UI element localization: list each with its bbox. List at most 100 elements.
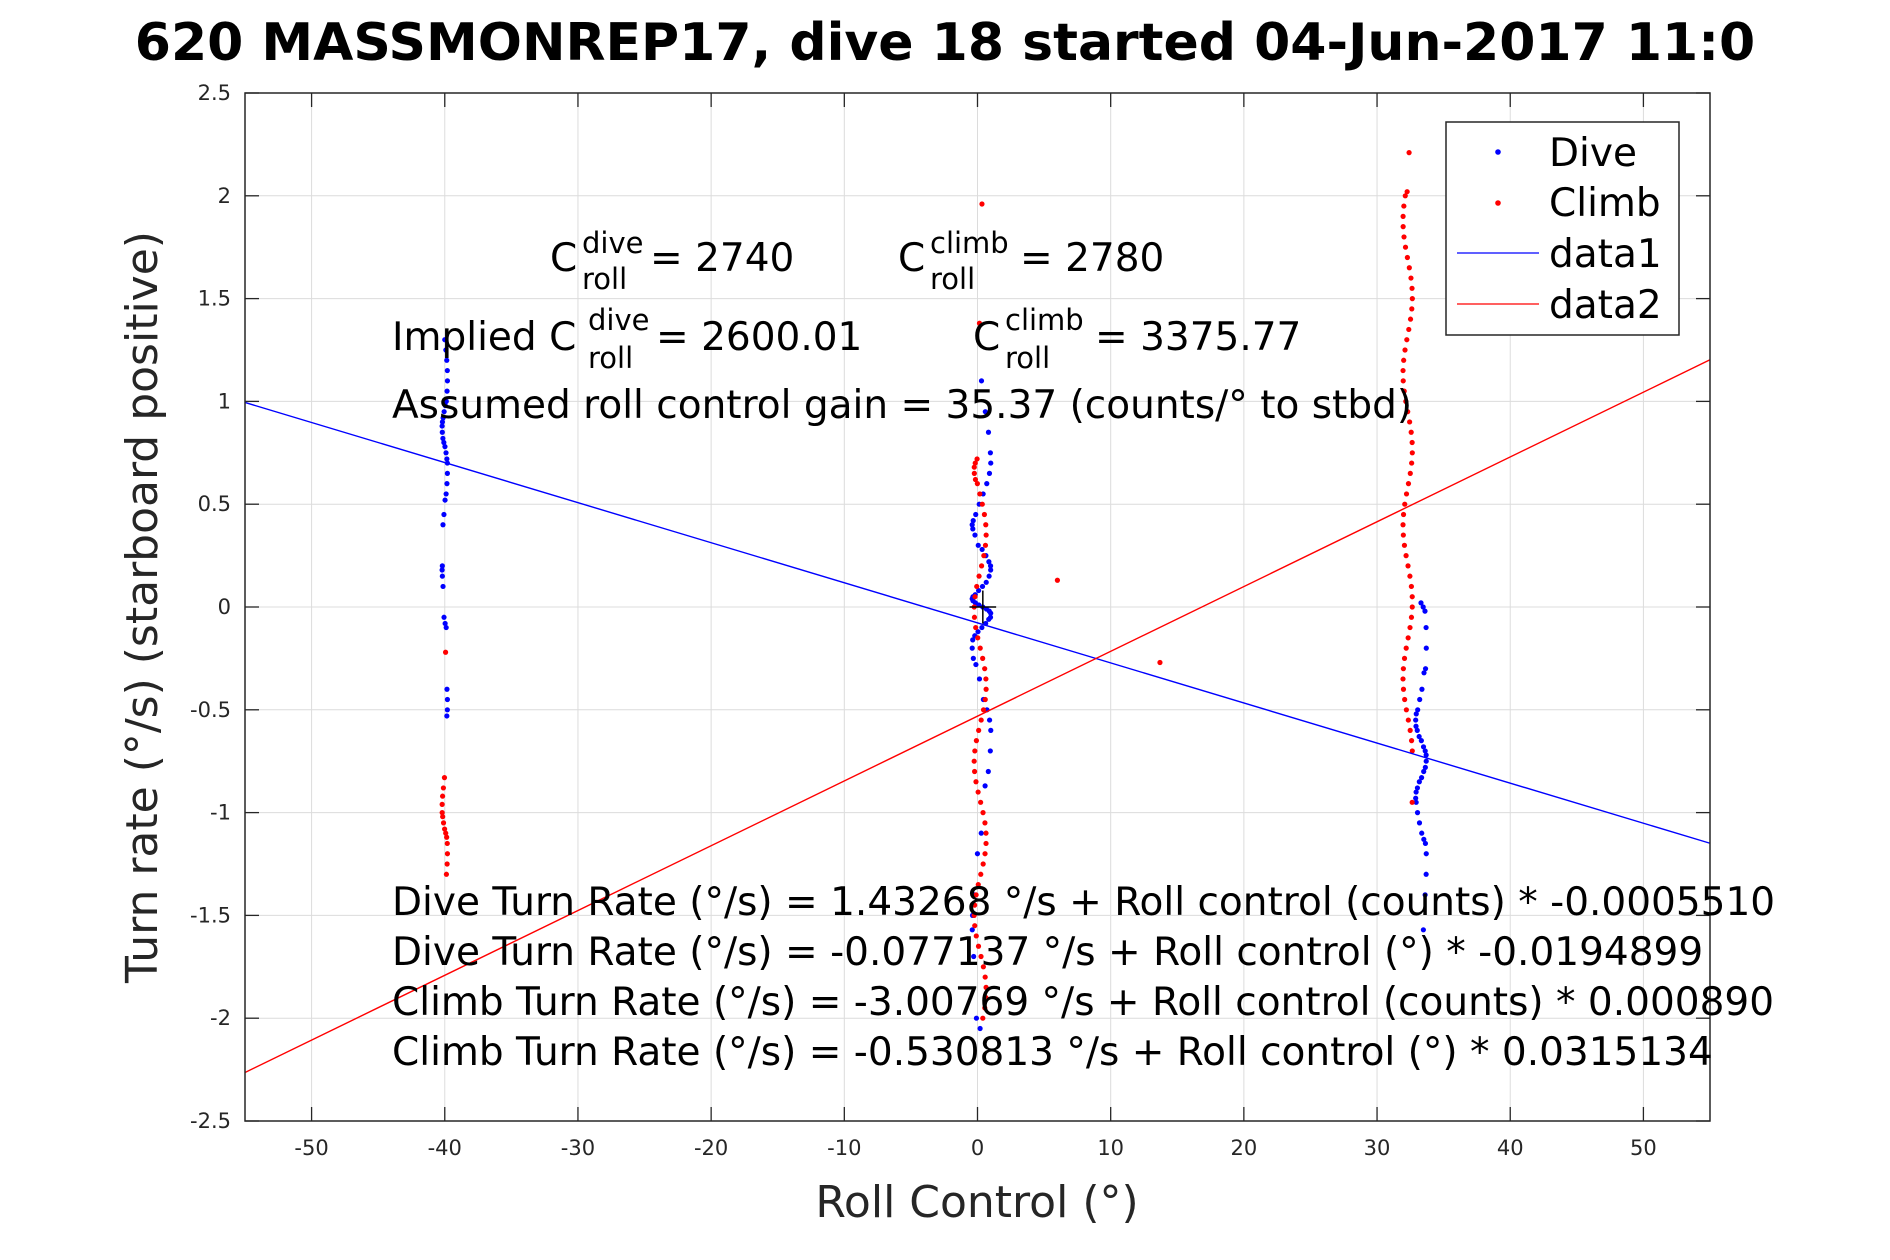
- y-tick-label: -2.5: [190, 1109, 231, 1133]
- dive-point: [1418, 775, 1425, 781]
- climb-point: [978, 563, 985, 569]
- climb-point: [1400, 378, 1406, 384]
- climb-point: [979, 501, 985, 507]
- scatter-points: [439, 150, 1429, 1032]
- climb-point: [978, 717, 984, 723]
- implied-dive-sup: dive: [588, 303, 649, 337]
- dive-point: [1423, 871, 1429, 877]
- dive-point: [441, 511, 447, 518]
- dive-point: [1421, 768, 1427, 775]
- climb-point: [1408, 275, 1414, 281]
- climb-point: [975, 943, 982, 949]
- climb-point: [972, 460, 978, 466]
- dive-point: [1419, 686, 1425, 692]
- dive-point: [1413, 799, 1419, 805]
- dive-point: [444, 388, 450, 394]
- dive-point: [444, 686, 450, 692]
- dive-point: [976, 587, 982, 594]
- climb-point: [439, 810, 445, 816]
- climb-point: [973, 624, 979, 631]
- dive-point: [978, 378, 985, 384]
- x-axis-label: Roll Control (°): [815, 1177, 1138, 1228]
- climb-point: [442, 826, 448, 832]
- climb-point: [982, 666, 988, 672]
- dive-point: [440, 522, 446, 528]
- dive-point: [1423, 851, 1429, 857]
- dive-point: [440, 583, 446, 590]
- dive-point: [1422, 666, 1429, 672]
- c-dive-sub: roll: [582, 262, 627, 296]
- legend-box: [1445, 121, 1680, 336]
- climb-point: [1409, 306, 1415, 312]
- dive-point: [986, 470, 993, 476]
- implied-climb-sub: roll: [1005, 341, 1050, 375]
- dive-point: [975, 542, 981, 548]
- climb-point: [1403, 645, 1409, 651]
- c-dive-value: = 2740: [650, 236, 794, 281]
- climb-point: [1402, 696, 1408, 703]
- dive-point: [985, 768, 991, 775]
- climb-point: [971, 470, 977, 476]
- climb-point: [978, 799, 984, 805]
- climb-point: [982, 696, 988, 703]
- dive-point: [439, 563, 445, 569]
- dive-point: [1418, 600, 1424, 606]
- climb-point: [972, 748, 978, 754]
- climb-point: [1409, 799, 1415, 805]
- y-tick-labels: -2.5 -2 -1.5 -1 -0.5 0 0.5 1 1.5 2 2.5: [190, 81, 231, 1133]
- climb-point: [976, 320, 983, 326]
- implied-climb-value: = 3375.77: [1095, 315, 1301, 360]
- x-tick-label: 0: [971, 1136, 984, 1160]
- dive-point: [1420, 744, 1427, 750]
- dive-point: [972, 532, 978, 538]
- x-tick-label: 30: [1364, 1136, 1391, 1160]
- dive-point: [1421, 670, 1427, 676]
- climb-point: [971, 768, 978, 775]
- climb-point: [974, 583, 980, 590]
- dive-point: [977, 1025, 983, 1032]
- climb-point: [974, 481, 980, 487]
- x-tick-label: 10: [1097, 1136, 1124, 1160]
- climb-point: [1401, 388, 1407, 394]
- x-tick-label: -30: [561, 1136, 595, 1160]
- dive-point: [982, 409, 988, 415]
- climb-point: [1400, 676, 1406, 682]
- dive-point: [1422, 840, 1429, 847]
- y-tick-label: 2: [218, 184, 231, 208]
- climb-point: [1408, 614, 1415, 620]
- climb-point: [980, 707, 987, 713]
- climb-point: [1401, 203, 1407, 209]
- climb-point: [1054, 577, 1061, 583]
- climb-point: [440, 785, 447, 791]
- dive-point: [987, 563, 994, 569]
- legend-climb-marker: [1495, 200, 1501, 206]
- y-tick-label: 0.5: [198, 492, 231, 516]
- climb-point: [982, 542, 989, 548]
- dive-point: [1420, 927, 1426, 933]
- dive-point: [1416, 820, 1423, 826]
- dive-point: [988, 460, 994, 466]
- climb-point: [1402, 347, 1408, 353]
- climb-point: [975, 789, 981, 795]
- dive-point: [444, 713, 450, 719]
- dive-point: [973, 1015, 980, 1021]
- dive-point: [1416, 733, 1422, 740]
- climb-point: [1402, 501, 1408, 507]
- climb-point: [444, 834, 450, 840]
- climb-point: [1400, 213, 1406, 219]
- dive-point: [970, 518, 976, 524]
- climb-point: [1401, 357, 1407, 363]
- climb-point: [1405, 635, 1411, 641]
- dive-point: [988, 567, 994, 573]
- dive-point: [979, 624, 985, 631]
- dive-point: [1423, 758, 1429, 764]
- climb-point: [1405, 717, 1411, 723]
- c-dive-annotation: C: [550, 236, 577, 281]
- legend-climb-label: Climb: [1549, 181, 1661, 226]
- implied-dive-value: = 2600.01: [656, 315, 862, 360]
- dive-point: [971, 953, 977, 960]
- dive-point: [1422, 892, 1428, 898]
- dive-point: [975, 629, 981, 635]
- climb-point: [1409, 450, 1415, 456]
